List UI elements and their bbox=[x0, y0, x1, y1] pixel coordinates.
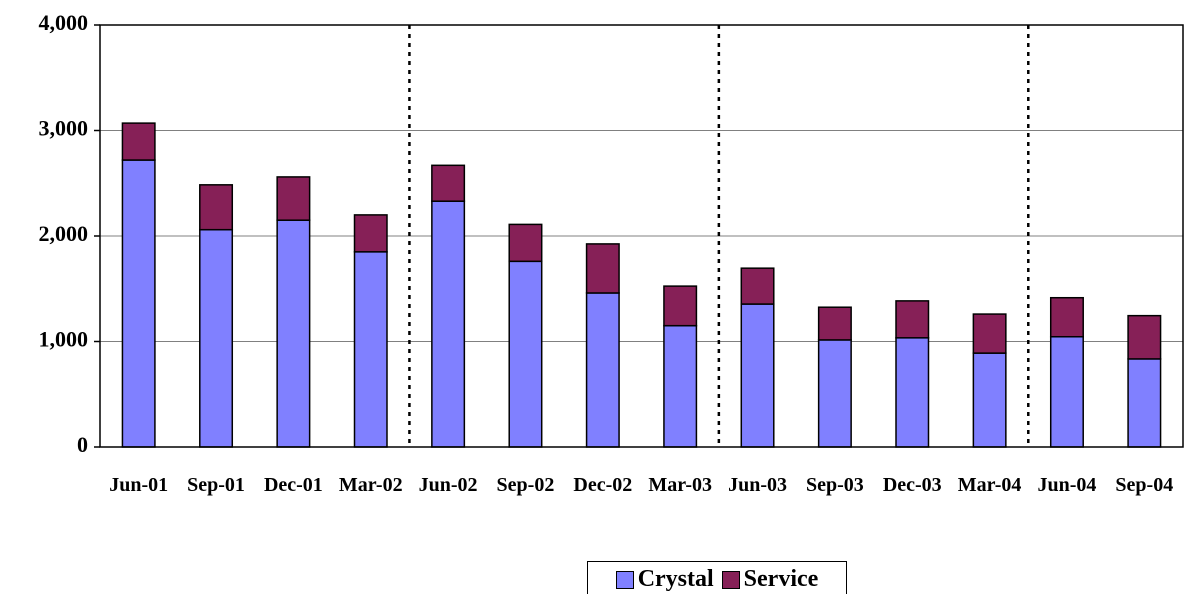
plot-border bbox=[99, 24, 1184, 448]
x-tick-label: Dec-02 bbox=[573, 474, 633, 496]
x-tick-label: Sep-04 bbox=[1115, 474, 1174, 496]
bar-segment bbox=[353, 251, 388, 448]
bar-segment bbox=[663, 324, 698, 448]
x-tick-label: Mar-04 bbox=[957, 474, 1022, 496]
bar-segment bbox=[508, 223, 543, 263]
legend-label: Service bbox=[743, 566, 819, 592]
bar-segment bbox=[121, 122, 156, 161]
x-tick-label: Jun-03 bbox=[728, 474, 787, 496]
legend-label: Crystal bbox=[637, 566, 714, 592]
x-tick-label: Mar-03 bbox=[648, 474, 712, 496]
legend-swatch bbox=[615, 570, 634, 589]
y-tick-label: 1,000 bbox=[39, 327, 89, 352]
bar-segment bbox=[663, 285, 698, 327]
x-tick-label: Dec-01 bbox=[263, 474, 323, 496]
x-tick-label: Sep-03 bbox=[805, 474, 864, 496]
bar-segment bbox=[740, 267, 775, 305]
bar-segment bbox=[1049, 296, 1084, 338]
bar-segment bbox=[431, 164, 466, 202]
legend: Crystal Service bbox=[587, 561, 847, 594]
bar-segment bbox=[895, 337, 930, 448]
bar-segment bbox=[585, 243, 620, 294]
bar-segment bbox=[508, 260, 543, 448]
y-tick-label: 2,000 bbox=[39, 221, 89, 246]
legend-item: Service bbox=[721, 566, 819, 593]
x-tick-label: Jun-04 bbox=[1037, 474, 1097, 496]
x-tick-label: Jun-01 bbox=[109, 474, 169, 496]
bar-segment bbox=[1127, 314, 1162, 360]
bar-segment bbox=[895, 300, 930, 339]
bar-segment bbox=[1049, 336, 1084, 448]
x-tick-label: Sep-01 bbox=[187, 474, 245, 496]
legend-swatch bbox=[721, 570, 740, 589]
x-tick-label: Mar-02 bbox=[338, 474, 403, 496]
bar-segment bbox=[585, 292, 620, 448]
bar-segment bbox=[431, 200, 466, 448]
x-tick-label: Jun-02 bbox=[418, 474, 478, 496]
bar-segment bbox=[1127, 358, 1162, 448]
bar-segment bbox=[199, 228, 234, 448]
bar-segment bbox=[276, 176, 311, 221]
bar-segment bbox=[199, 184, 234, 231]
bar-segment bbox=[817, 339, 852, 448]
y-tick-label: 3,000 bbox=[39, 116, 89, 141]
bar-segment bbox=[353, 214, 388, 253]
bar-segment bbox=[740, 303, 775, 448]
x-tick-label: Dec-03 bbox=[882, 474, 942, 496]
bar-segment bbox=[972, 352, 1007, 448]
x-tick-label: Sep-02 bbox=[496, 474, 555, 496]
legend-item: Crystal bbox=[615, 566, 714, 593]
bar-segment bbox=[121, 159, 156, 448]
y-tick-label: 0 bbox=[77, 432, 88, 457]
bar-segment bbox=[276, 219, 311, 448]
bar-segment bbox=[972, 313, 1007, 354]
y-tick-label: 4,000 bbox=[39, 10, 89, 35]
bar-segment bbox=[817, 306, 852, 341]
